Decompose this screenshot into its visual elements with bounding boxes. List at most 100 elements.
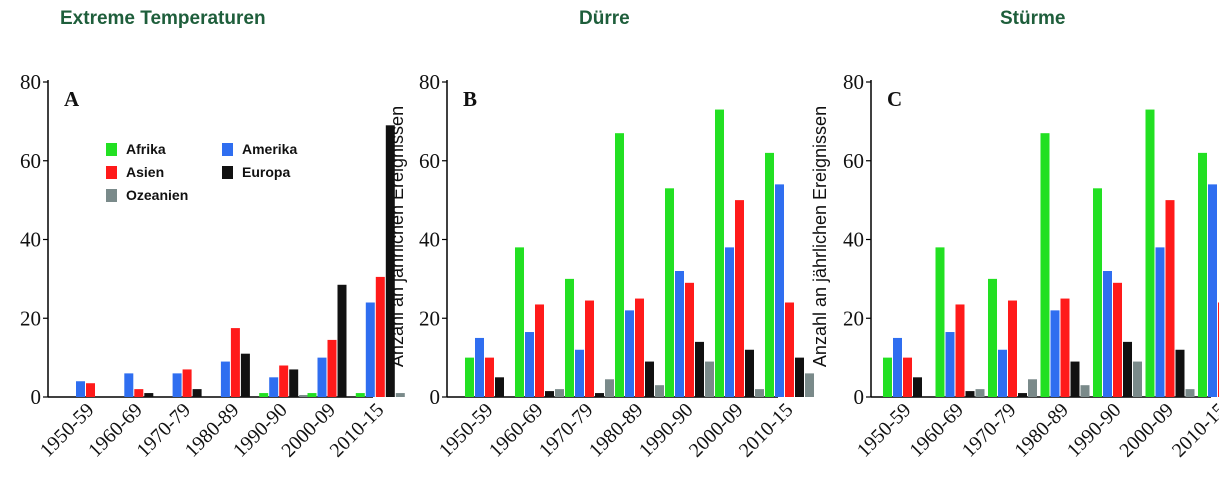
panel-title-drought: Dürre <box>579 8 630 29</box>
bar-amerika-1970-79 <box>172 373 182 397</box>
x-tick-label: 1970-79 <box>535 399 598 462</box>
bar-amerika-1960-69 <box>124 373 134 397</box>
bar-afrika-2010-15 <box>765 152 774 397</box>
bar-europa-1950-59 <box>913 377 922 397</box>
bar-europa-1970-79 <box>192 389 202 397</box>
bar-europa-2000-09 <box>745 349 754 397</box>
bar-amerika-1950-59 <box>76 381 85 397</box>
bar-amerika-1970-79 <box>575 349 584 397</box>
bar-europa-1970-79 <box>1018 393 1027 397</box>
bar-europa-2010-15 <box>795 357 804 397</box>
x-tick-label: 1960-69 <box>485 399 548 462</box>
bar-amerika-2000-09 <box>1155 247 1165 397</box>
x-tick-label: 1980-89 <box>1010 399 1073 462</box>
bar-afrika-1950-59 <box>883 357 892 397</box>
bar-amerika-2010-15 <box>365 302 375 397</box>
bar-afrika-1980-89 <box>1040 133 1050 397</box>
bar-afrika-1990-90 <box>259 393 269 397</box>
bar-ozeanien-1970-79 <box>605 379 614 397</box>
bar-asien-2010-15 <box>375 276 385 397</box>
y-tick-label: 80 <box>419 70 440 94</box>
bar-ozeanien-1980-89 <box>1080 385 1090 397</box>
bar-afrika-2000-09 <box>307 393 317 397</box>
panel-letter: C <box>887 87 902 111</box>
bar-afrika-1990-90 <box>1093 188 1102 397</box>
y-tick-label: 40 <box>843 228 864 252</box>
y-tick-label: 60 <box>20 149 41 173</box>
legend-label-asien: Asien <box>126 164 164 180</box>
y-tick-label: 0 <box>430 385 441 409</box>
legend-label-afrika: Afrika <box>126 141 166 157</box>
bar-afrika-1960-69 <box>935 247 945 397</box>
legend-swatch-asien <box>106 166 117 179</box>
bar-europa-1990-90 <box>289 369 299 397</box>
legend-swatch-ozeanien <box>106 189 117 202</box>
chart-panel-c: 0 20 40 60 80 C Anzahl an jährlichen Ereigniss… <box>810 70 1219 462</box>
bar-asien-1960-69 <box>535 304 544 397</box>
legend-label-europa: Europa <box>242 164 290 180</box>
bar-asien-1960-69 <box>134 389 144 397</box>
bar-asien-2000-09 <box>1165 200 1175 397</box>
y-tick-label: 40 <box>20 228 41 252</box>
y-tick-label: 0 <box>854 385 865 409</box>
bar-ozeanien-1960-69 <box>975 389 985 397</box>
x-tick-label: 1990-90 <box>635 399 698 462</box>
bar-amerika-1980-89 <box>220 361 230 397</box>
bar-asien-1980-89 <box>1060 298 1070 397</box>
bar-asien-1970-79 <box>182 369 192 397</box>
legend-label-ozeanien: Ozeanien <box>126 187 188 203</box>
bar-afrika-2000-09 <box>715 109 724 397</box>
x-tick-label: 2010-15 <box>326 399 389 462</box>
bar-amerika-1970-79 <box>998 349 1007 397</box>
bar-ozeanien-1970-79 <box>1028 379 1037 397</box>
bar-ozeanien-2010-15 <box>805 373 814 397</box>
bar-amerika-1980-89 <box>625 310 634 397</box>
y-tick-label: 20 <box>843 306 864 330</box>
bar-ozeanien-2000-09 <box>755 389 764 397</box>
panel-title-extreme-temperatures: Extreme Temperaturen <box>60 8 266 29</box>
bar-europa-1960-69 <box>144 393 154 397</box>
bar-asien-1970-79 <box>585 300 594 397</box>
x-tick-label: 2010-15 <box>1168 399 1219 462</box>
bar-amerika-1990-90 <box>675 271 684 397</box>
y-axis-label: Anzahl an jährlichen Ereignissen <box>810 106 830 367</box>
bar-europa-1970-79 <box>595 393 604 397</box>
bar-amerika-2000-09 <box>725 247 734 397</box>
bar-europa-2000-09 <box>337 284 347 397</box>
bar-afrika-1980-89 <box>615 133 624 397</box>
bar-amerika-2000-09 <box>317 357 327 397</box>
bar-europa-1990-90 <box>1123 341 1132 397</box>
bar-ozeanien-2010-15 <box>395 393 405 397</box>
x-tick-label: 1970-79 <box>958 399 1021 462</box>
bar-asien-1950-59 <box>485 357 494 397</box>
x-tick-label: 1990-90 <box>1063 399 1126 462</box>
bar-asien-1950-59 <box>86 383 95 397</box>
y-tick-label: 80 <box>843 70 864 94</box>
chart-panel-b: 0 20 40 60 80 B Anzahl an jährlichen Ereigniss… <box>387 70 814 462</box>
bar-amerika-1960-69 <box>945 332 955 397</box>
legend-swatch-amerika <box>222 143 233 156</box>
bar-asien-1990-90 <box>279 365 289 397</box>
panel-title-storms: Stürme <box>1000 8 1066 29</box>
y-axis-label: Anzahl an jährlichen Ereignissen <box>387 106 407 367</box>
x-tick-label: 1950-59 <box>435 399 498 462</box>
y-tick-label: 60 <box>419 149 440 173</box>
bar-afrika-1970-79 <box>988 278 997 397</box>
bar-amerika-1950-59 <box>893 337 902 397</box>
bar-ozeanien-1960-69 <box>555 389 564 397</box>
bar-europa-1990-90 <box>695 341 704 397</box>
bar-europa-1980-89 <box>645 361 654 397</box>
bar-asien-1990-90 <box>685 282 694 397</box>
bar-afrika-2010-15 <box>1198 152 1207 397</box>
bar-afrika-1960-69 <box>515 247 524 397</box>
legend-swatch-afrika <box>106 143 117 156</box>
x-tick-label: 2000-09 <box>685 399 748 462</box>
bar-amerika-1950-59 <box>475 337 484 397</box>
bar-afrika-2000-09 <box>1145 109 1155 397</box>
legend: Afrika Amerika Asien Europa Ozeanien <box>106 141 297 203</box>
y-tick-label: 60 <box>843 149 864 173</box>
bar-ozeanien-1990-90 <box>1133 361 1142 397</box>
x-tick-label: 1960-69 <box>905 399 968 462</box>
x-tick-label: 2000-09 <box>1115 399 1178 462</box>
